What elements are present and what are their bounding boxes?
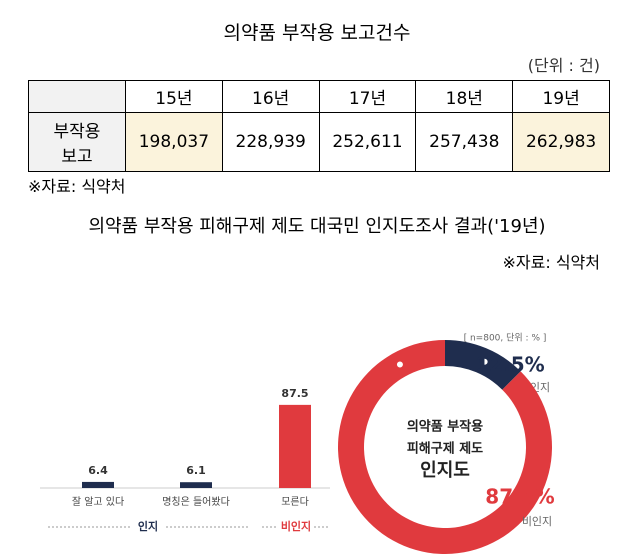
label-dot xyxy=(394,359,405,370)
category-label: 명칭은 들어봤다 xyxy=(162,496,230,508)
category-label: 모른다 xyxy=(281,496,309,508)
corner-cell xyxy=(28,80,126,113)
column-header: 18년 xyxy=(415,80,514,113)
bar xyxy=(279,404,311,488)
note: [ n=800, 단위 : % ] xyxy=(464,333,547,344)
center-text: 인지도 xyxy=(420,460,470,481)
column-header: 19년 xyxy=(512,80,610,113)
title: 의약품 부작용 보고건수 xyxy=(223,22,411,44)
column-header: 17년 xyxy=(318,80,417,113)
row-label-line: 보고 xyxy=(61,147,93,167)
cell: 257,438 xyxy=(415,112,514,172)
unit: (단위 : 건) xyxy=(527,56,600,75)
slice-label: 비인지 xyxy=(522,515,552,528)
label-dot xyxy=(479,356,490,367)
table-source: ※자료: 식약처 xyxy=(28,177,126,196)
bar xyxy=(82,481,114,488)
slice-value: 12.5% xyxy=(475,353,544,377)
survey-title: 의약품 부작용 피해구제 제도 대국민 인지도조사 결과('19년) xyxy=(88,216,546,237)
center-text: 의약품 부작용 xyxy=(407,419,483,435)
value-label: 6.4 xyxy=(88,464,108,477)
data-table: 15년 16년 17년 18년 19년 부작용 보고 198,037 228,93… xyxy=(28,80,610,172)
cell: 252,611 xyxy=(318,112,417,172)
value-label: 6.1 xyxy=(186,464,206,477)
category-label: 잘 알고 있다 xyxy=(72,496,124,508)
slice-value: 87.5% xyxy=(485,485,554,509)
cell: 198,037 xyxy=(125,112,223,172)
row-label-line: 부작용 xyxy=(53,122,101,142)
value-label: 87.5 xyxy=(281,387,308,400)
cell: 262,983 xyxy=(512,112,610,172)
group-label: 비인지 xyxy=(281,519,311,533)
center-text: 피해구제 제도 xyxy=(407,441,483,457)
cell: 228,939 xyxy=(221,112,320,172)
survey-source: ※자료: 식약처 xyxy=(502,253,600,272)
group-label: 인지 xyxy=(138,519,158,533)
bar xyxy=(180,482,212,488)
